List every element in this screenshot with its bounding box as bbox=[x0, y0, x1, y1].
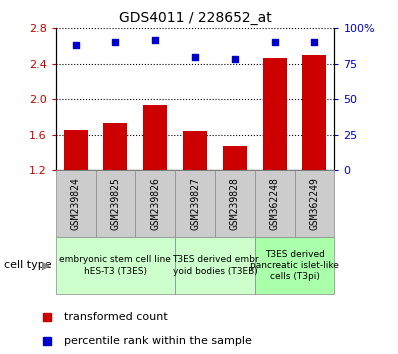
Bar bbox=[255, 237, 334, 294]
Text: GSM239824: GSM239824 bbox=[70, 177, 81, 230]
Bar bbox=[143, 105, 167, 276]
Bar bbox=[183, 131, 207, 276]
Bar bbox=[223, 146, 247, 276]
Point bbox=[72, 42, 79, 48]
Bar bbox=[103, 123, 127, 276]
Point bbox=[232, 57, 238, 62]
Bar bbox=[263, 58, 287, 276]
Bar bbox=[295, 170, 334, 237]
Text: transformed count: transformed count bbox=[64, 312, 168, 322]
Bar bbox=[255, 170, 295, 237]
Text: GSM239828: GSM239828 bbox=[230, 177, 240, 230]
Text: GSM362248: GSM362248 bbox=[269, 177, 280, 230]
Title: GDS4011 / 228652_at: GDS4011 / 228652_at bbox=[119, 11, 271, 24]
Text: GSM239826: GSM239826 bbox=[150, 177, 160, 230]
Bar bbox=[56, 170, 96, 237]
Bar bbox=[64, 130, 88, 276]
Text: cell type: cell type bbox=[4, 261, 52, 270]
Bar bbox=[175, 170, 215, 237]
Bar bbox=[302, 55, 326, 276]
Text: T3ES derived embr
yoid bodies (T3EB): T3ES derived embr yoid bodies (T3EB) bbox=[172, 256, 258, 275]
Point bbox=[271, 40, 278, 45]
Text: percentile rank within the sample: percentile rank within the sample bbox=[64, 336, 252, 346]
Point bbox=[311, 40, 318, 45]
Bar bbox=[96, 170, 135, 237]
Bar bbox=[56, 237, 175, 294]
Bar bbox=[175, 237, 255, 294]
Bar bbox=[215, 170, 255, 237]
Point bbox=[152, 37, 158, 42]
Bar bbox=[135, 170, 175, 237]
Text: GSM239825: GSM239825 bbox=[110, 177, 121, 230]
Text: GSM362249: GSM362249 bbox=[309, 177, 320, 230]
Point bbox=[112, 40, 119, 45]
Point bbox=[192, 54, 198, 59]
Text: T3ES derived
pancreatic islet-like
cells (T3pi): T3ES derived pancreatic islet-like cells… bbox=[250, 250, 339, 281]
Text: GSM239827: GSM239827 bbox=[190, 177, 200, 230]
Text: embryonic stem cell line
hES-T3 (T3ES): embryonic stem cell line hES-T3 (T3ES) bbox=[59, 256, 172, 275]
Text: ▶: ▶ bbox=[42, 261, 50, 270]
